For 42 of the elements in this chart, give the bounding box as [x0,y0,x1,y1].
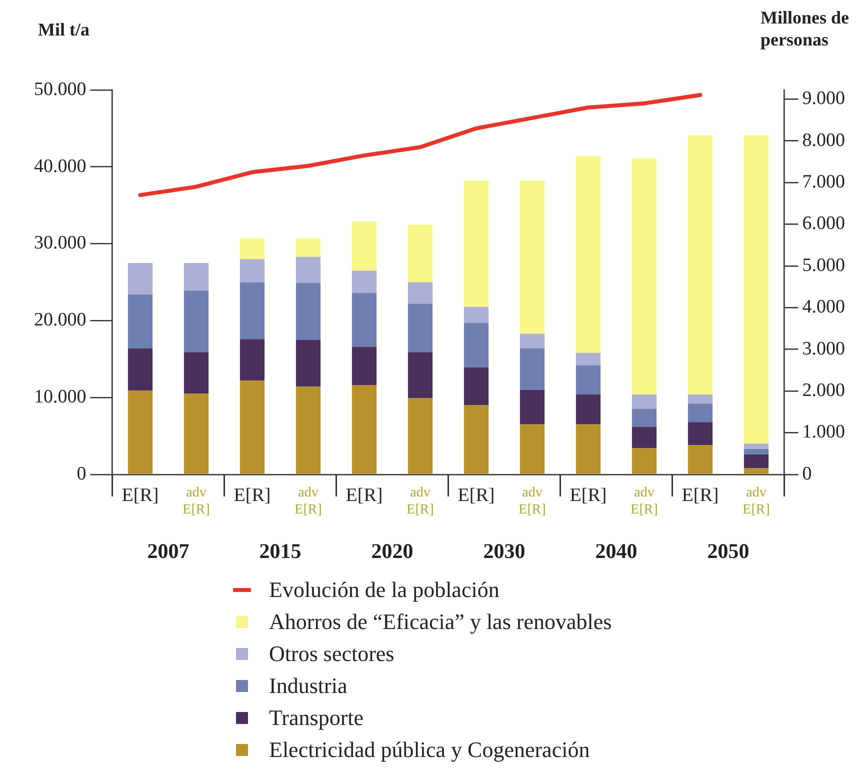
y-tick-label: 30.000 [34,232,86,254]
x-tick-label: E[R] [682,484,719,506]
y-tick-label: 20.000 [34,310,86,331]
x-tick-label: adv E[R] [518,485,546,518]
y2-axis-title: Millones de personas [760,8,850,50]
x-tick-label: adv E[R] [182,485,210,518]
x-tick-label: adv E[R] [406,485,434,518]
text: 2020 [371,538,414,563]
x-tick-label: E[R] [234,484,271,506]
x-tick-label: E[R] [346,484,383,506]
x-tick-label: E[R] [122,484,159,506]
y2-tick-label: 4.000 [802,296,845,318]
y2-tick-label: 2.000 [802,380,845,401]
y-tick-label: 10.000 [34,386,86,408]
y2-tick-label: 1.000 [802,422,845,443]
y2-tick-label: 7.000 [802,172,845,193]
legend-label: Evolución de la población [269,577,500,603]
y-tick-label: 50.000 [34,78,86,100]
y-tick-label: 0 [76,463,86,484]
x-tick-label: adv E[R] [630,485,658,518]
legend-label: Transporte [269,705,364,731]
y2-tick-label: 3.000 [802,338,845,360]
text: 2007 [147,538,190,563]
x-tick-label: adv E[R] [294,485,322,518]
legend-label: Electricidad pública y Cogeneración [269,737,590,763]
y-tick-label: 40.000 [34,156,86,177]
x-tick-label: adv E[R] [742,485,770,518]
legend-label: Ahorros de “Eficacia” y las renovables [269,609,612,635]
x-tick-label: E[R] [570,484,607,506]
legend-label: Otros sectores [269,641,394,667]
text: 2015 [259,538,302,563]
x-tick-label: E[R] [458,484,495,506]
y2-tick-label: 6.000 [802,213,845,234]
y-axis-title: Mil t/a [38,20,90,40]
legend-label: Industria [269,673,348,699]
y2-tick-label: 8.000 [802,130,845,151]
y2-tick-label: 9.000 [802,88,845,110]
text: 2030 [483,538,526,563]
y2-tick-label: 0 [802,463,812,484]
y2-tick-label: 5.000 [802,254,845,276]
text: 2050 [707,538,750,563]
text: 2040 [595,538,638,563]
